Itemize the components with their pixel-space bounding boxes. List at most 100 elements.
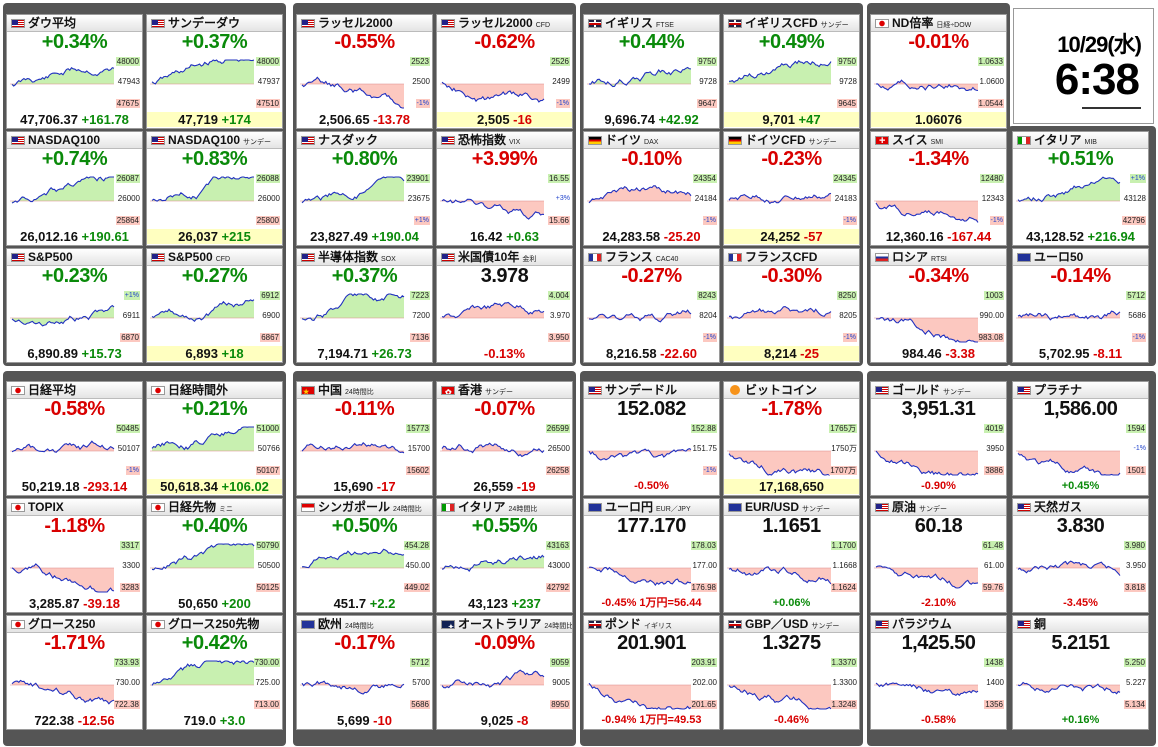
sparkline-line: [11, 67, 115, 87]
market-card-eurusd[interactable]: EUR/USD サンデー 1.1651 1.1700 1.1668 1.1624 +0.06…: [723, 498, 860, 613]
market-card-eu24[interactable]: 欧州 24時間比 -0.17% 5712 5700 5686 5,699 -10: [296, 615, 433, 730]
market-card-oil[interactable]: 原油 サンデー 60.18 61.48 61.00 59.76 -2.10%: [870, 498, 1007, 613]
market-card-vix[interactable]: 恐怖指数 VIX +3.99% 16.55 +3% 15.66 16.42 +0.63: [436, 131, 573, 246]
card-name: ゴールド: [892, 383, 941, 397]
market-card-nikkei[interactable]: 日経平均 -0.58% 50485 50107 -1% 50,219.18 -293.14: [6, 381, 143, 496]
market-card-sp500[interactable]: S&P500 +0.23% +1% 6911 6870 6,890.89 +15.73: [6, 248, 143, 363]
market-card-palladium[interactable]: パラジウム 1,425.50 1438 1400 1356 -0.58%: [870, 615, 1007, 730]
market-card-eurjpy[interactable]: ユーロ円 EUR／JPY 177.170 178.03 177.00 176.98 -0.4…: [583, 498, 720, 613]
card-price-row: 5,702.95 -8.11: [1013, 346, 1148, 361]
market-card-sundow[interactable]: サンデーダウ +0.37% 48000 47937 47510 47,719 +174: [146, 14, 283, 129]
market-card-sgx[interactable]: シンガポール 24時間比 +0.50% 454.28 450.00 449.02 451.7…: [296, 498, 433, 613]
card-change-percent: +0.49%: [758, 31, 825, 53]
card-price-row: 451.7 +2.2: [297, 596, 432, 611]
market-card-mib[interactable]: イタリア MIB +0.51% +1% 43128 42796 43,128.52 +216…: [1012, 131, 1149, 246]
market-card-gbpjpy[interactable]: ポンド イギリス 201.901 203.91 202.00 201.65 -0.94% 1…: [583, 615, 720, 730]
market-card-ndratio[interactable]: ND倍率 日経÷DOW -0.01% 1.0633 1.0600 1.0544 1.0607…: [870, 14, 1007, 129]
card-change-percent: 152.082: [617, 398, 686, 420]
sparkline-line: [1017, 310, 1121, 321]
card-title: ナスダック: [297, 132, 432, 149]
market-card-nasdaq[interactable]: ナスダック +0.80% 23901 23675 +1% 23,827.49 +190.0…: [296, 131, 433, 246]
market-card-ftsecfd[interactable]: イギリスCFD サンデー +0.49% 9750 9728 9645 9,701 +47: [723, 14, 860, 129]
market-card-daxcfd[interactable]: ドイツCFD サンデー -0.23% 24345 24183 -1% 24,252 -57: [723, 131, 860, 246]
sparkline-line: [151, 299, 255, 323]
us-flag-icon: [11, 136, 25, 145]
market-card-caccfd[interactable]: フランスCFD -0.30% 8250 8205 -1% 8,214 -25: [723, 248, 860, 363]
us-flag-icon: [11, 253, 25, 262]
card-change-percent: +0.44%: [618, 31, 685, 53]
market-card-btc[interactable]: ビットコイン -1.78% 1765万 1750万 1707万 17,168,650: [723, 381, 860, 496]
card-price-row: 26,012.16 +190.61: [7, 229, 142, 244]
axis-label: 8204: [699, 311, 717, 320]
market-card-gold[interactable]: ゴールド サンデー 3,951.31 4019 3950 3886 -0.90%: [870, 381, 1007, 496]
market-card-cac[interactable]: フランス CAC40 -0.27% 8243 8204 -1% 8,216.58 -22.6…: [583, 248, 720, 363]
sparkline-area: [302, 294, 404, 321]
market-card-dow[interactable]: ダウ平均 +0.34% 48000 47943 47675 47,706.37 +161.…: [6, 14, 143, 129]
market-card-sp500cfd[interactable]: S&P500 CFD +0.27% 6912 6900 6867 6,893 +18: [146, 248, 283, 363]
axis-label: 151.75: [692, 444, 717, 453]
axis-label: 3886: [984, 466, 1004, 475]
market-card-topix[interactable]: TOPIX -1.18% 3317 3300 3283 3,285.87 -39.18: [6, 498, 143, 613]
sparkline-line: [1017, 452, 1121, 476]
market-card-nasdaq100[interactable]: NASDAQ100 +0.74% 26087 26000 25864 26,012.16 …: [6, 131, 143, 246]
market-card-sox[interactable]: 半導体指数 SOX +0.37% 7223 7200 7136 7,194.71 +26.7…: [296, 248, 433, 363]
card-change: +0.63: [506, 229, 540, 244]
sparkline-line: [875, 682, 979, 696]
card-price-row: 2,506.65 -13.78: [297, 112, 432, 127]
card-price-row: -0.50%: [584, 479, 719, 494]
card-change-percent: 60.18: [914, 515, 963, 537]
market-card-nasdaq100s[interactable]: NASDAQ100 サンデー +0.83% 26088 26000 25800 26,037…: [146, 131, 283, 246]
market-card-dax[interactable]: ドイツ DAX -0.10% 24354 24184 -1% 24,283.58 -25.2…: [583, 131, 720, 246]
axis-label: 1.3248: [830, 700, 857, 709]
axis-label: 5712: [1126, 291, 1146, 300]
card-name: パラジウム: [892, 617, 952, 631]
market-card-ftse[interactable]: イギリス FTSE +0.44% 9750 9728 9647 9,696.74 +42.9…: [583, 14, 720, 129]
sparkline-area: [729, 451, 831, 475]
card-subtitle: サンデー: [485, 389, 514, 396]
card-subtitle: 24時間比: [345, 623, 374, 630]
us-flag-icon: [441, 136, 455, 145]
card-price: 6,890.89: [27, 346, 82, 361]
jp-flag-icon: [151, 620, 165, 629]
card-name: 恐怖指数: [458, 133, 507, 147]
market-card-nikkeiah[interactable]: 日経時間外 +0.21% 51000 50766 50107 50,618.34 +106…: [146, 381, 283, 496]
card-subtitle: 日経÷DOW: [936, 22, 972, 29]
card-name: フランスCFD: [745, 250, 818, 264]
market-card-russellcfd[interactable]: ラッセル2000 CFD -0.62% 2526 2499 -1% 2,505 -16: [436, 14, 573, 129]
card-change: -8: [516, 713, 529, 728]
card-name: ND倍率: [892, 16, 934, 30]
market-card-gbpusd[interactable]: GBP／USD サンデー 1.3275 1.3370 1.3300 1.3248 -0.46…: [723, 615, 860, 730]
card-change-percent: +0.27%: [181, 265, 248, 287]
jp-flag-icon: [11, 386, 25, 395]
market-card-us10y[interactable]: 米国債10年 金利 3.978 4.004 3.970 3.950 -0.13%: [436, 248, 573, 363]
market-card-rtsi[interactable]: ロシア RTSI -0.34% 1003 990.00 983.08 984.46 -3.3…: [870, 248, 1007, 363]
au-flag-icon: [441, 620, 455, 629]
market-card-copper[interactable]: 銅 5.2151 5.250 5.227 5.134 +0.16%: [1012, 615, 1149, 730]
market-card-itaiy24[interactable]: イタリア 24時間比 +0.55% 43163 43000 42792 43,123 +23…: [436, 498, 573, 613]
sparkline-area: [12, 680, 114, 704]
card-price-row: -3.45%: [1013, 596, 1148, 611]
sparkline-area: [12, 67, 114, 87]
card-subtitle: サンデー: [802, 506, 831, 513]
axis-label: 9750: [697, 57, 717, 66]
market-card-natgas[interactable]: 天然ガス 3.830 3.980 3.950 3.818 -3.45%: [1012, 498, 1149, 613]
market-card-euro50[interactable]: ユーロ50 -0.14% 5712 5686 -1% 5,702.95 -8.11: [1012, 248, 1149, 363]
axis-label: 26258: [545, 466, 570, 475]
market-card-growth250[interactable]: グロース250 -1.71% 733.93 730.00 722.38 722.38 -1…: [6, 615, 143, 730]
sparkline-chart: [150, 299, 255, 323]
axis-label: 201.65: [690, 700, 717, 709]
market-card-nikkeifut[interactable]: 日経先物 ミニ +0.40% 50790 50500 50125 50,650 +200: [146, 498, 283, 613]
market-card-growth250f[interactable]: グロース250先物 +0.42% 730.00 725.00 713.00 719.0 +…: [146, 615, 283, 730]
market-card-sunusd[interactable]: サンデードル 152.082 152.88 151.75 -1% -0.50%: [583, 381, 720, 496]
market-card-russell[interactable]: ラッセル2000 -0.55% 2523 2500 -1% 2,506.65 -13.78: [296, 14, 433, 129]
card-price-row: -0.13%: [437, 346, 572, 361]
market-card-platinum[interactable]: プラチナ 1,586.00 1594 -1% 1501 +0.45%: [1012, 381, 1149, 496]
sparkline-line: [588, 185, 692, 204]
sparkline-area: [302, 681, 404, 694]
card-change-percent: 177.170: [617, 515, 686, 537]
card-change-percent: 5.2151: [1051, 632, 1110, 654]
